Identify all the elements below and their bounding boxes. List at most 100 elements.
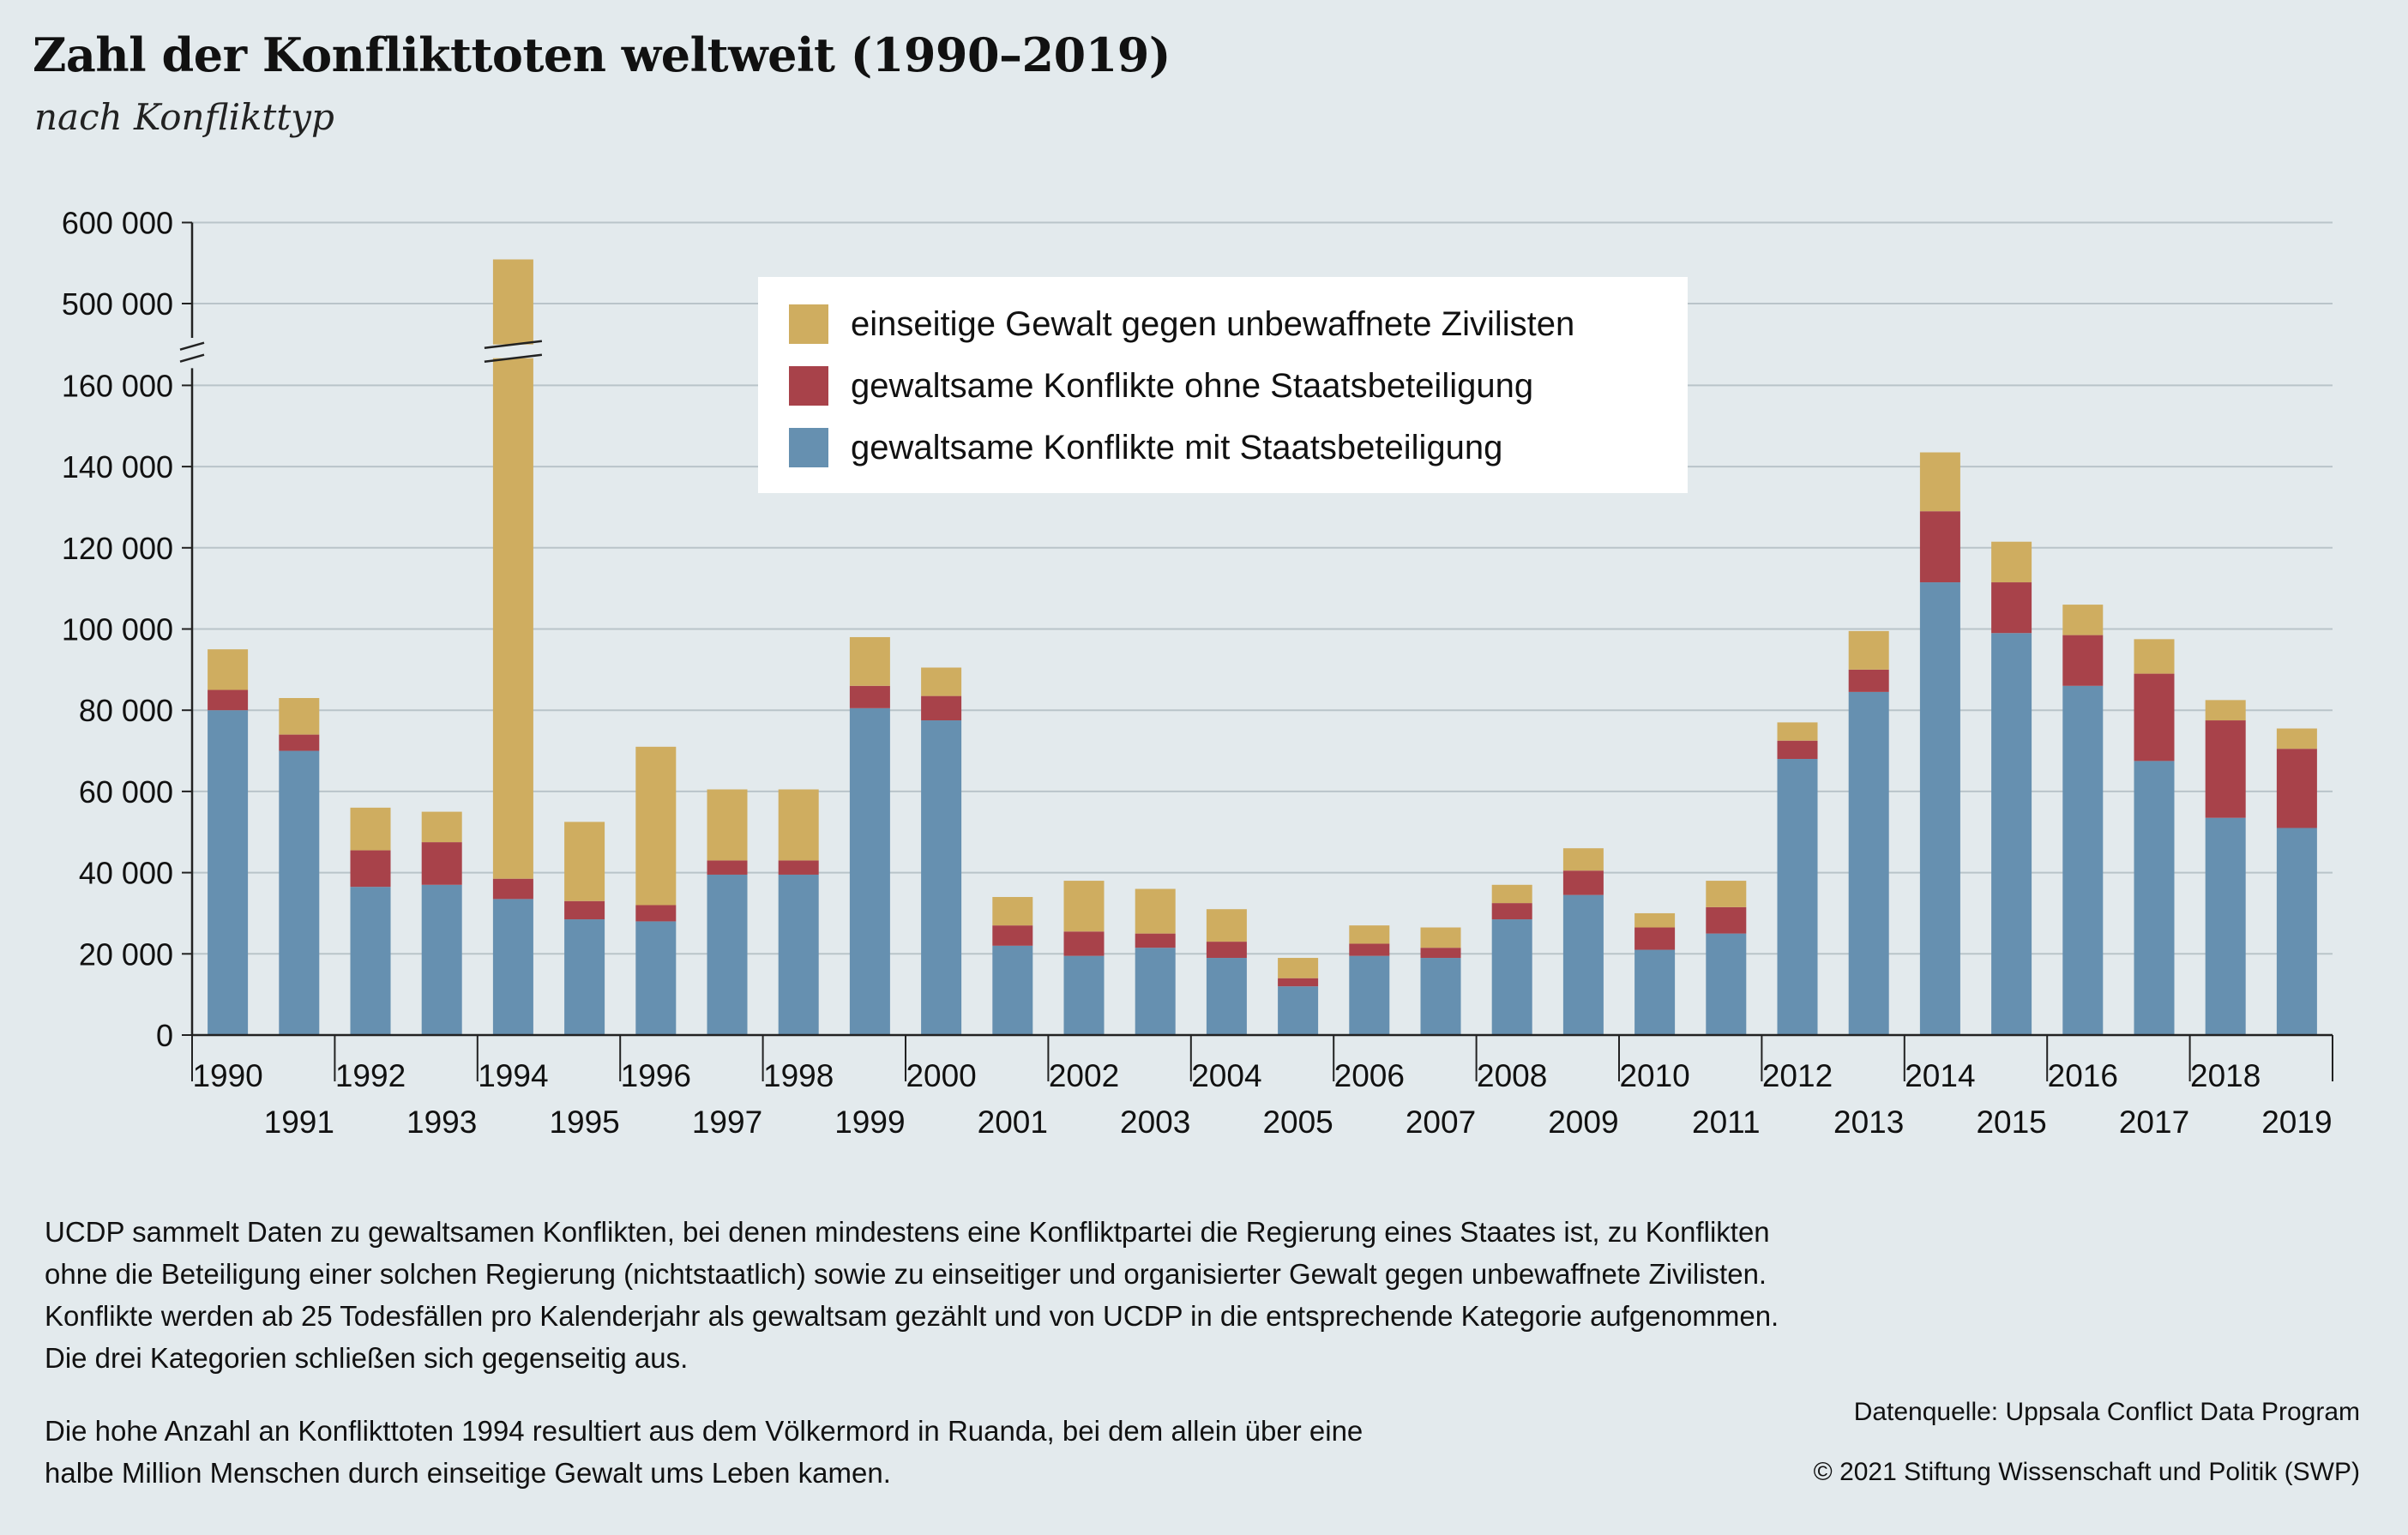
bar-segment [421,811,462,843]
x-tick-label: 2013 [1833,1105,1904,1140]
bar-segment [921,720,962,1035]
bar-segment [421,842,462,885]
bar-segment [564,822,605,901]
bar-segment [1562,894,1604,1035]
bar-segment [1848,630,1889,670]
bar-segment [1706,906,1747,934]
bar-break-mark [484,340,543,349]
x-tick-label: 1994 [478,1058,548,1093]
chart-subtitle: nach Konflikttyp [34,96,334,138]
bar-segment [921,667,962,696]
x-tick-label: 1996 [621,1058,691,1093]
x-tick-label: 1991 [264,1105,334,1140]
bar-segment [2062,635,2104,686]
bar-segment [1278,986,1319,1035]
x-tick-label: 2011 [1692,1105,1761,1140]
bar-segment [1706,881,1747,907]
bar-segment [1848,669,1889,692]
legend-label: einseitige Gewalt gegen unbewaffnete Ziv… [851,305,1574,343]
x-tick-label: 1997 [692,1105,762,1140]
legend-swatch [789,428,828,467]
bar-segment [635,921,677,1035]
bar-segment [1349,925,1390,944]
x-tick-label: 2002 [1049,1058,1119,1093]
y-tick-label: 120 000 [62,531,173,566]
bar-segment [1706,933,1747,1035]
y-tick-label: 160 000 [62,368,173,403]
bar-segment [1777,740,1818,760]
bar-segment [1063,881,1105,932]
bar-segment [1135,888,1176,934]
bar-segment [778,789,819,861]
legend-swatch [789,366,828,406]
bar-segment [1562,848,1604,871]
bar-segment [635,905,677,922]
x-tick-label: 1990 [192,1058,262,1093]
bar-segment [707,874,748,1035]
x-tick-label: 2016 [2048,1058,2118,1093]
x-tick-label: 1992 [335,1058,406,1093]
x-tick-label: 2018 [2190,1058,2261,1093]
x-tick-label: 2001 [978,1105,1048,1140]
bar-segment [1491,919,1532,1035]
bar-segment [2062,685,2104,1035]
bar-break-mark [484,353,543,363]
bar-segment [707,789,748,861]
bar-segment [564,919,605,1035]
bar-segment [2276,828,2317,1035]
bar-segment [1562,870,1604,895]
x-tick-label: 2000 [906,1058,976,1093]
y-tick-label: 100 000 [62,612,173,647]
bar-segment [921,695,962,721]
data-source: Datenquelle: Uppsala Conflict Data Progr… [1853,1398,2360,1426]
bar-segment [1634,912,1676,928]
bar-segment [635,746,677,906]
bar-segment [1420,927,1461,948]
bar-segment [279,697,320,735]
bar-segment [1349,955,1390,1035]
bar-segment [1206,942,1247,959]
bar-segment [279,750,320,1035]
bar-segment [849,636,890,686]
bar-segment [492,878,533,900]
footnote-methodology: UCDP sammelt Daten zu gewaltsamen Konfli… [45,1216,1779,1374]
bar-segment [992,945,1033,1035]
bar-segment [1278,978,1319,987]
legend-label: gewaltsame Konflikte ohne Staatsbeteilig… [851,367,1533,405]
x-tick-label: 2009 [1548,1105,1618,1140]
bar-break-gap [485,344,540,358]
legend-box [758,277,1688,493]
legend: einseitige Gewalt gegen unbewaffnete Ziv… [758,277,1688,493]
bar-segment [2205,720,2246,818]
bar-segment [564,900,605,920]
bar-segment [208,710,249,1035]
axis-break-mark [179,341,205,351]
axes-group: 0 20 000 40 000 60 000 80 000 100 000 120 000 1… [62,206,2333,1140]
y-tick-label: 80 000 [79,693,173,728]
bar-segment [1420,958,1461,1035]
bar-segment [2276,728,2317,749]
y-tick-label: 600 000 [62,206,173,241]
bar-segment [2062,605,2104,635]
x-tick-label: 2019 [2261,1105,2332,1140]
y-tick-label: 140 000 [62,449,173,485]
bar-segment [492,259,533,879]
x-tick-label: 2017 [2119,1105,2189,1140]
x-tick-label: 1999 [834,1105,905,1140]
bar-segment [1991,633,2032,1035]
bar-segment [1420,948,1461,959]
bar-segment [1206,909,1247,942]
bar-segment [778,874,819,1035]
bar-segment [849,707,890,1035]
bar-segment [1634,927,1676,950]
bar-segment [778,860,819,875]
chart-title: Zahl der Konflikttoten weltweit (1990–20… [33,27,1171,82]
legend-swatch [789,304,828,344]
y-tick-label: 60 000 [79,774,173,810]
bars-group [208,259,2317,1035]
bar-segment [1349,943,1390,956]
bar-segment [849,685,890,708]
bar-segment [208,689,249,711]
legend-label: gewaltsame Konflikte mit Staatsbeteiligu… [851,429,1502,467]
